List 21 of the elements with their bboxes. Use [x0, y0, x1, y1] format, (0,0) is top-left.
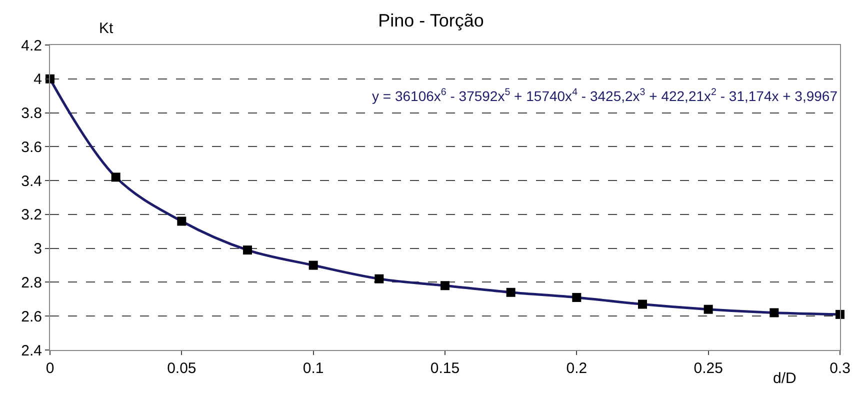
x-axis-title: d/D [773, 370, 797, 387]
y-tick-label: 2.8 [21, 274, 42, 292]
x-tick-label: 0.15 [430, 360, 460, 377]
y-tick-label: 2.6 [21, 308, 42, 326]
y-tick-label: 3.4 [21, 172, 42, 190]
text: y = 36106x$^{6}$ - 37592x$^{5}$ + 15740x$^{4}$ - 3425,2x$^{3}$ + 422,21x$^{2}$ - 31,174x + 3,9967 [372, 87, 838, 104]
x-tick-label: 0.2 [566, 360, 588, 377]
x-tick-label: 0.1 [302, 360, 324, 377]
y-axis-title: Kt [99, 20, 114, 37]
y-tick-label: 3.6 [21, 138, 42, 156]
y-tick-label: 3.8 [21, 105, 42, 122]
x-tick-label: 0.05 [167, 360, 196, 377]
y-tick-label: 4 [34, 71, 42, 88]
y-tick-label: 3 [34, 240, 42, 258]
x-tick-label: 0 [46, 360, 54, 377]
y-tick-label: 3.2 [21, 206, 42, 224]
y-tick-label: 4.2 [21, 37, 42, 54]
x-tick-label: 0.3 [830, 360, 850, 377]
x-tick-label: 0.25 [694, 360, 723, 377]
y-tick-label: 2.4 [21, 342, 42, 360]
chart-title: Pino - Torção [378, 10, 484, 31]
